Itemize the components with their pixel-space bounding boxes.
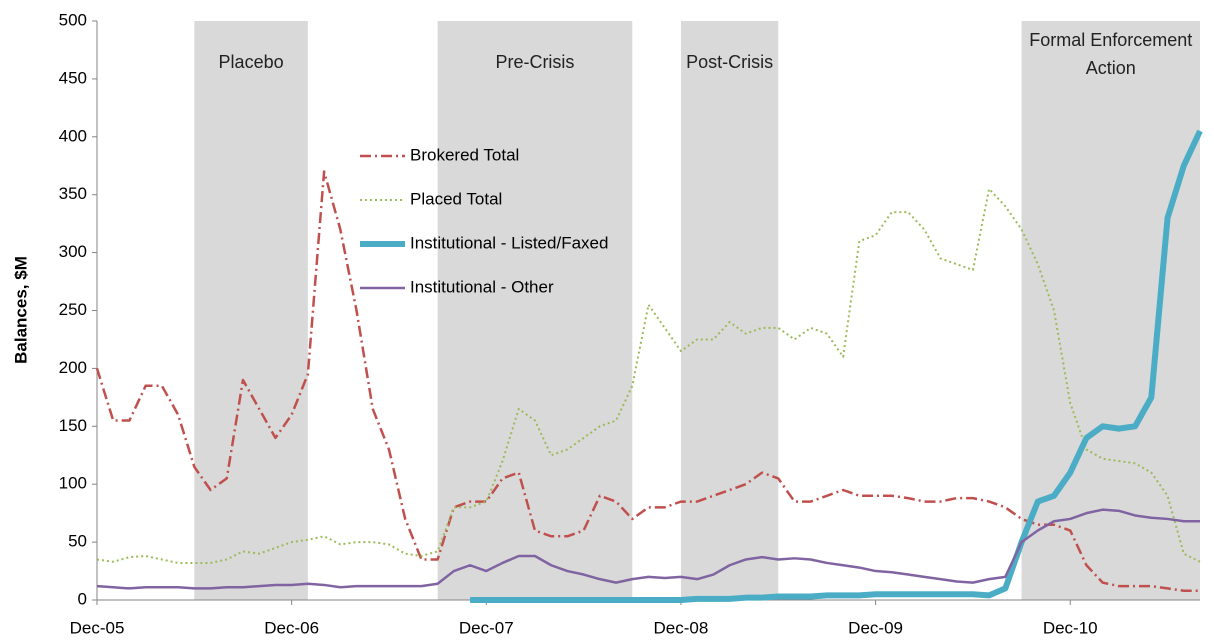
legend-label: Brokered Total bbox=[410, 145, 519, 164]
region-label: Post-Crisis bbox=[686, 52, 774, 72]
y-axis-label: Balances, $M bbox=[11, 256, 30, 364]
x-tick-label: Dec-09 bbox=[848, 618, 903, 637]
x-tick-label: Dec-07 bbox=[459, 618, 514, 637]
region-label: Formal Enforcement Action bbox=[1029, 30, 1193, 78]
y-tick-label: 450 bbox=[59, 68, 87, 87]
x-tick-label: Dec-06 bbox=[264, 618, 319, 637]
y-tick-label: 200 bbox=[59, 358, 87, 377]
shaded-region bbox=[680, 21, 779, 600]
y-tick-label: 150 bbox=[59, 416, 87, 435]
shaded-region bbox=[437, 21, 633, 600]
y-tick-label: 50 bbox=[68, 532, 87, 551]
x-tick-label: Dec-05 bbox=[70, 618, 125, 637]
legend-label: Institutional - Listed/Faxed bbox=[410, 233, 608, 252]
region-label: Pre-Crisis bbox=[495, 52, 575, 72]
series-line bbox=[95, 170, 1200, 592]
series-line bbox=[96, 508, 1200, 590]
x-tick-label: Dec-08 bbox=[654, 618, 709, 637]
x-tick-label: Dec-10 bbox=[1043, 618, 1098, 637]
shaded-region bbox=[1021, 21, 1200, 600]
series-line bbox=[96, 187, 1201, 564]
y-tick-label: 500 bbox=[59, 10, 87, 29]
legend-label: Placed Total bbox=[410, 189, 502, 208]
y-tick-label: 400 bbox=[59, 126, 87, 145]
shaded-region bbox=[194, 21, 308, 600]
y-tick-label: 350 bbox=[59, 184, 87, 203]
y-tick-label: 300 bbox=[59, 242, 87, 261]
y-tick-label: 0 bbox=[78, 589, 87, 608]
y-tick-label: 250 bbox=[59, 300, 87, 319]
y-tick-label: 100 bbox=[59, 474, 87, 493]
series-line bbox=[470, 129, 1203, 603]
legend-label: Institutional - Other bbox=[410, 277, 554, 296]
region-label: Placebo bbox=[218, 52, 284, 72]
